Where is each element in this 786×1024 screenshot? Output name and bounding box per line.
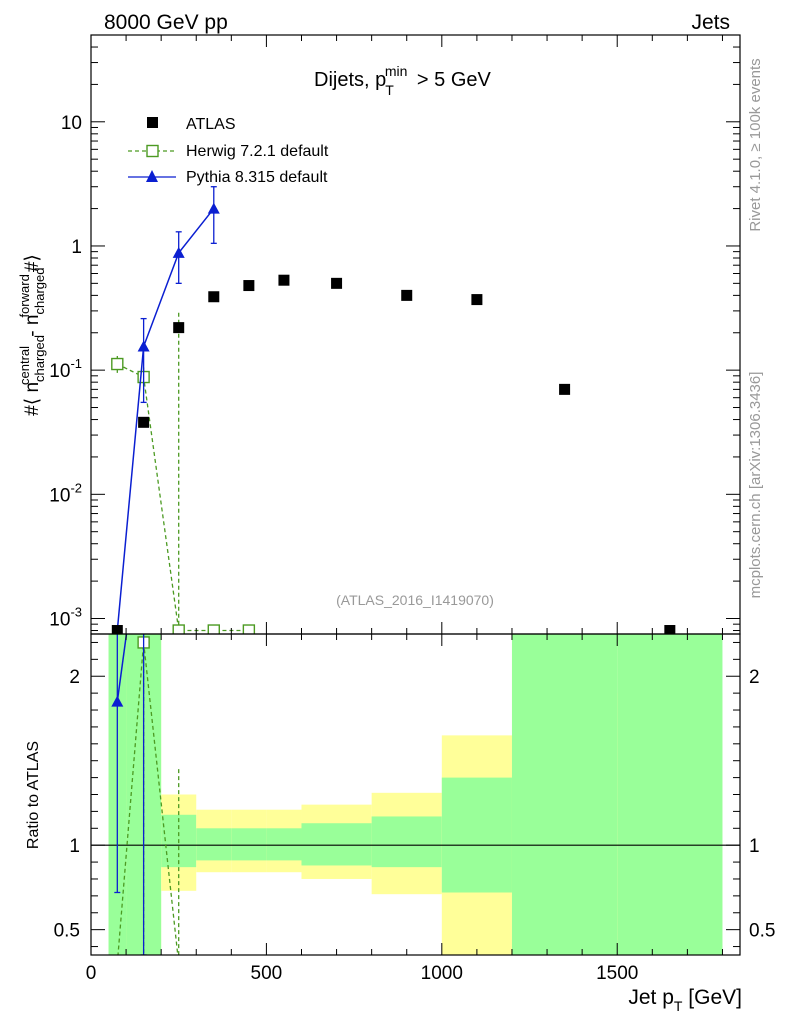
y-tick-exp-1: -2 xyxy=(70,480,82,495)
atlas-point-9 xyxy=(559,383,571,395)
atlas-point-3 xyxy=(208,291,220,303)
title-dijets: Dijets, p xyxy=(314,69,386,91)
ratio-pythia-line xyxy=(116,634,128,702)
legend-herwig-label: Herwig 7.2.1 default xyxy=(186,143,329,160)
pythia-point-1 xyxy=(137,340,150,352)
svg-text:Jet pT [GeV]: Jet pT [GeV] xyxy=(628,986,742,1014)
ratio-tick-label-right-0.5: 0.5 xyxy=(749,921,775,942)
header-energy: 8000 GeV pp xyxy=(104,11,228,34)
herwig-point-0 xyxy=(111,357,124,371)
x-tick-label-0: 0 xyxy=(86,963,97,984)
herwig-point-2 xyxy=(172,624,185,634)
ratio-band-green-9 xyxy=(511,634,618,955)
y-tick-label-1: 10-2 xyxy=(49,480,82,506)
herwig-point-4 xyxy=(242,624,256,634)
ratio-band-green-5 xyxy=(266,828,302,861)
svg-text:Dijets, pTmin > 5 GeV: Dijets, pTmin > 5 GeV xyxy=(314,63,492,98)
herwig-line xyxy=(117,363,249,632)
pythia-point-3 xyxy=(207,202,220,214)
legend-atlas-marker xyxy=(147,117,158,128)
y-tick-label-4: 10 xyxy=(61,113,82,134)
pythia-point-2 xyxy=(172,246,185,258)
analysis-id: (ATLAS_2016_I1419070) xyxy=(336,592,494,608)
atlas-point-4 xyxy=(243,280,255,292)
herwig-point-3 xyxy=(207,624,220,634)
legend: ATLAS Herwig 7.2.1 default Pythia 8.315 … xyxy=(128,116,329,186)
ratio-pythia-point xyxy=(111,695,124,707)
y-tick-exp-2: -1 xyxy=(70,356,82,371)
ratio-band-green-7 xyxy=(371,816,442,868)
xlabel-T: T xyxy=(674,998,683,1014)
ylabel-minus: - n xyxy=(22,315,43,342)
mcplots-credit: mcplots.cern.ch [arXiv:1306.3436] xyxy=(747,372,764,599)
legend-pythia-marker xyxy=(146,170,158,182)
title-T: T xyxy=(385,82,394,98)
y-tick-base-2: 10 xyxy=(49,361,70,382)
y-tick-label-0: 10-3 xyxy=(49,604,82,630)
title-cut: > 5 GeV xyxy=(411,69,491,91)
x-tick-label-1000: 1000 xyxy=(421,963,463,984)
x-tick-label-500: 500 xyxy=(251,963,283,984)
ratio-tick-label-right-1: 1 xyxy=(749,836,760,857)
y-tick-label-3: 1 xyxy=(71,237,82,258)
atlas-point-6 xyxy=(331,277,343,289)
y-tick-label-2: 10-1 xyxy=(49,356,82,382)
legend-pythia-label: Pythia 8.315 default xyxy=(186,169,328,186)
ylabel-charged-2: charged xyxy=(32,268,47,315)
ylabel-open: #⟨ n xyxy=(22,382,43,416)
main-panel-series xyxy=(111,186,676,634)
x-tick-label-1500: 1500 xyxy=(596,963,638,984)
ratio-tick-label-right-2: 2 xyxy=(749,667,760,688)
ylabel-close: #⟩ xyxy=(22,254,43,272)
ratio-uncertainty-bands xyxy=(108,634,723,955)
xlabel-jet: Jet p xyxy=(628,986,674,1009)
y-tick-base-0: 10 xyxy=(49,609,70,630)
ratio-tick-label-left-1: 1 xyxy=(69,836,80,857)
atlas-point-10 xyxy=(664,625,676,634)
svg-text:#⟨ nchargedcentral - nchargedf: #⟨ nchargedcentral - nchargedforward#⟩ xyxy=(17,254,47,416)
ratio-y-label: Ratio to ATLAS xyxy=(25,741,42,849)
atlas-point-1 xyxy=(138,416,150,428)
rivet-version: Rivet 4.1.0, ≥ 100k events xyxy=(747,58,764,231)
atlas-point-0 xyxy=(111,625,123,634)
plot-title: Dijets, pTmin > 5 GeV xyxy=(314,63,492,98)
ratio-band-green-4 xyxy=(231,828,267,861)
atlas-point-7 xyxy=(401,289,413,301)
ratio-band-green-10 xyxy=(617,634,723,955)
y-tick-base-1: 10 xyxy=(49,485,70,506)
ratio-tick-label-left-2: 2 xyxy=(69,667,80,688)
atlas-point-8 xyxy=(471,294,483,306)
ratio-band-green-6 xyxy=(301,823,372,866)
ratio-panel-series xyxy=(91,634,740,955)
legend-atlas-label: ATLAS xyxy=(186,116,236,133)
x-axis-label: Jet pT [GeV] xyxy=(628,986,742,1014)
ylabel-central: central xyxy=(17,346,32,385)
pythia-line xyxy=(116,208,215,631)
ratio-band-green-3 xyxy=(196,828,232,861)
title-min: min xyxy=(385,63,408,79)
atlas-point-5 xyxy=(278,274,290,286)
y-axis-label: #⟨ nchargedcentral - nchargedforward#⟩ xyxy=(17,254,47,416)
atlas-point-2 xyxy=(173,322,185,334)
ratio-tick-label-left-0.5: 0.5 xyxy=(54,921,80,942)
legend-herwig-marker xyxy=(146,144,159,158)
xlabel-unit: [GeV] xyxy=(682,986,742,1009)
header-jets: Jets xyxy=(691,11,730,34)
ratio-band-green-8 xyxy=(441,777,512,893)
ylabel-charged-1: charged xyxy=(32,335,47,382)
ylabel-forward: forward xyxy=(17,274,32,317)
y-tick-exp-0: -3 xyxy=(70,604,82,619)
